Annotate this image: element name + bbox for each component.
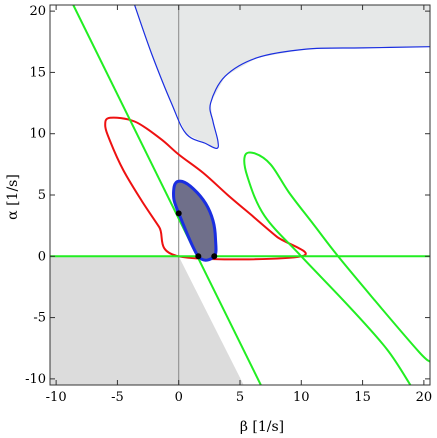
x-tick-label: 15 bbox=[354, 390, 371, 405]
x-tick-label: 20 bbox=[416, 390, 433, 405]
y-tick-label: 0 bbox=[38, 249, 46, 264]
gray-region-bottom-left bbox=[50, 256, 244, 385]
y-tick-label: 10 bbox=[29, 127, 46, 142]
x-tick-label: 10 bbox=[293, 390, 310, 405]
x-axis-title: β [1/s] bbox=[240, 419, 284, 435]
y-tick-label: -10 bbox=[25, 372, 46, 387]
y-tick-label: 5 bbox=[38, 188, 46, 203]
red-curve bbox=[104, 116, 307, 261]
shaded-region-top bbox=[134, 5, 430, 149]
y-tick-label: 15 bbox=[29, 65, 46, 80]
black-point-1 bbox=[175, 210, 182, 217]
x-tick-label: -10 bbox=[46, 390, 67, 405]
x-tick-label: 0 bbox=[175, 390, 183, 405]
plot-area bbox=[50, 5, 430, 385]
black-point-3 bbox=[211, 253, 218, 260]
green-line-2 bbox=[72, 5, 262, 385]
y-axis-title: α [1/s] bbox=[5, 174, 21, 220]
y-tick-label: -5 bbox=[33, 311, 46, 326]
x-tick-label: -5 bbox=[111, 390, 124, 405]
black-point-2 bbox=[195, 253, 202, 260]
y-tick-label: 20 bbox=[29, 4, 46, 19]
green-parabola bbox=[243, 151, 430, 385]
x-tick-label: 5 bbox=[236, 390, 244, 405]
axes-group: -10 -5 0 5 10 15 20 -10 -5 0 5 10 15 20 bbox=[25, 4, 432, 405]
blue-boundary-curve bbox=[134, 5, 430, 150]
